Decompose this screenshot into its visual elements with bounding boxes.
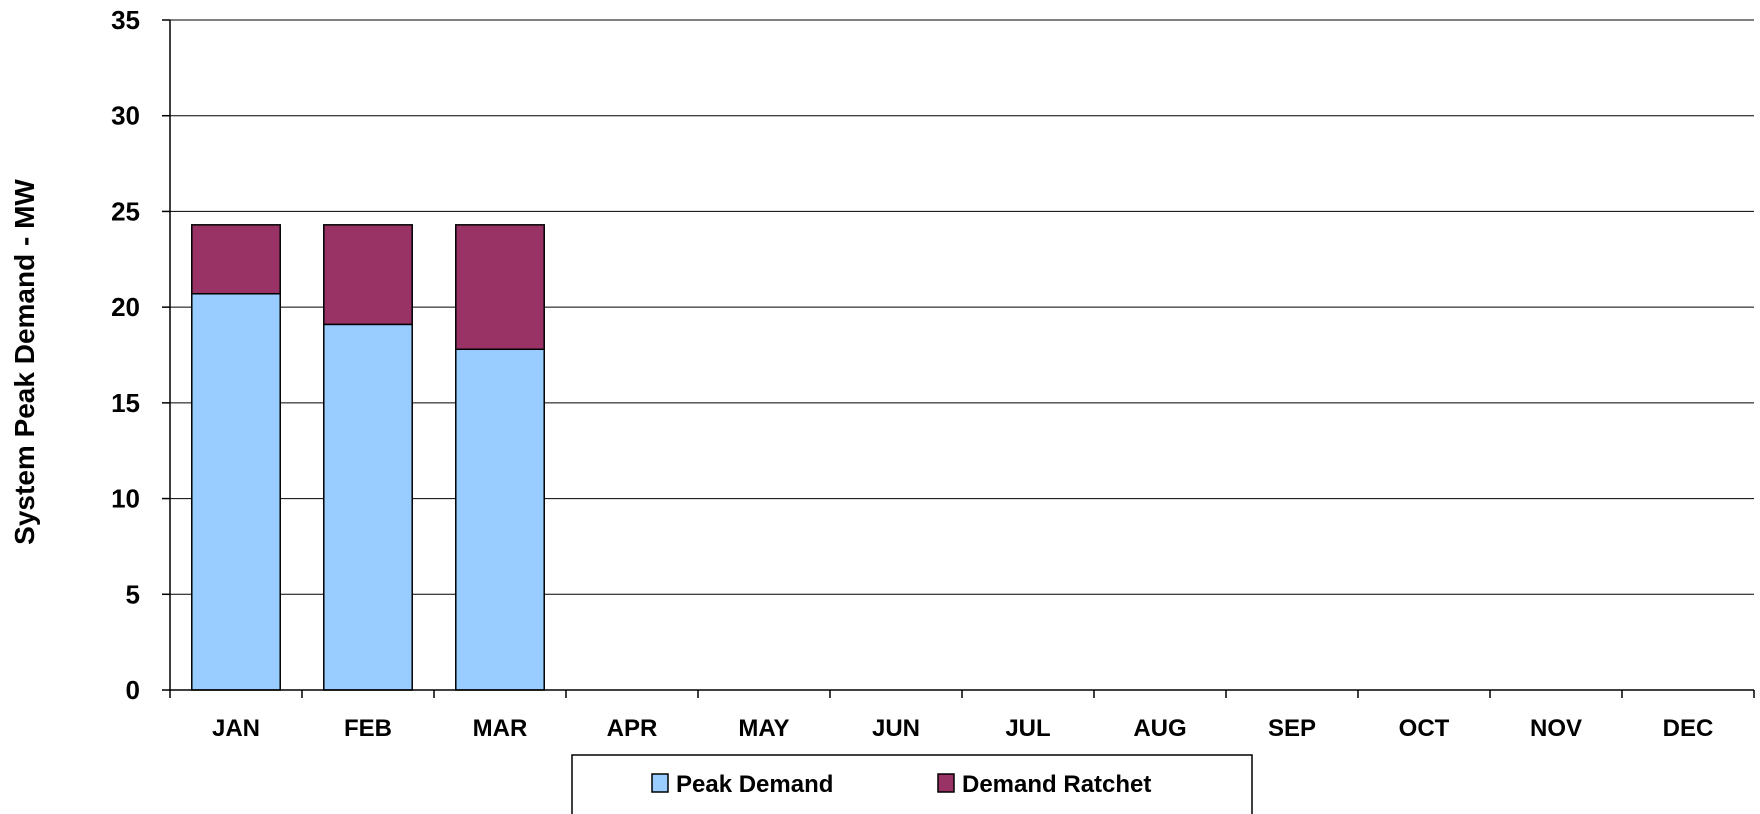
legend-swatch-peak-demand [651, 773, 669, 793]
bars [191, 224, 545, 691]
y-tick-label: 15 [111, 388, 140, 418]
bar-peak-demand-feb [323, 323, 413, 691]
x-tick-label-oct: OCT [1399, 715, 1450, 742]
legend-label-peak-demand: Peak Demand [676, 771, 833, 798]
x-tick-label-feb: FEB [344, 715, 392, 742]
legend: Peak Demand Demand Ratchet [571, 754, 1253, 814]
x-tick-label-may: MAY [738, 715, 789, 742]
y-tick-label: 25 [111, 196, 140, 226]
x-tick-label-sep: SEP [1268, 715, 1316, 742]
x-tick-label-jan: JAN [212, 715, 260, 742]
y-tick-labels: 0 5 10 15 20 25 30 35 [111, 5, 140, 705]
legend-box [571, 754, 1253, 814]
bar-demand-ratchet-feb [323, 224, 413, 326]
y-tick-label: 0 [126, 675, 140, 705]
y-tick-label: 5 [126, 579, 140, 609]
y-tick-label: 20 [111, 292, 140, 322]
x-tick-label-mar: MAR [473, 715, 528, 742]
x-tick-label-nov: NOV [1530, 715, 1582, 742]
bar-peak-demand-jan [191, 292, 281, 691]
bar-demand-ratchet-jan [191, 224, 281, 295]
x-tick-label-dec: DEC [1663, 715, 1714, 742]
y-tick-label: 30 [111, 101, 140, 131]
x-tick-label-apr: APR [607, 715, 658, 742]
gridlines [162, 19, 1754, 691]
y-tick-label: 10 [111, 484, 140, 514]
bar-peak-demand-mar [455, 348, 545, 691]
x-tick-label-jul: JUL [1005, 715, 1050, 742]
x-tick-labels: JAN FEB MAR APR MAY JUN JUL AUG SEP OCT NOV DEC [212, 715, 1713, 742]
x-tick-label-aug: AUG [1133, 715, 1186, 742]
x-tick-label-jun: JUN [872, 715, 920, 742]
y-axis-label: System Peak Demand - MW [9, 179, 40, 545]
y-tick-label: 35 [111, 5, 140, 35]
legend-swatch-demand-ratchet [937, 773, 955, 793]
axes [169, 20, 1755, 698]
bar-demand-ratchet-mar [455, 224, 545, 351]
legend-label-demand-ratchet: Demand Ratchet [962, 771, 1151, 798]
